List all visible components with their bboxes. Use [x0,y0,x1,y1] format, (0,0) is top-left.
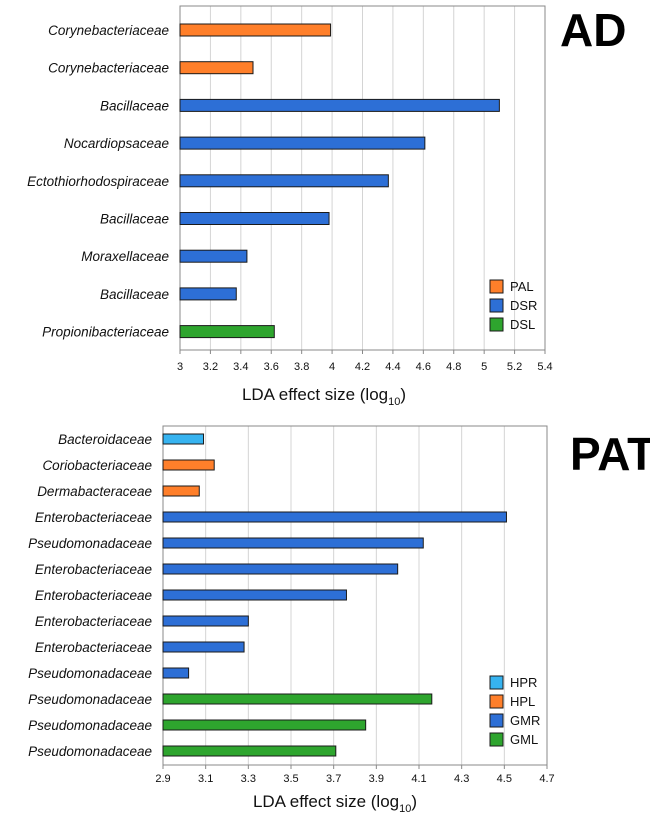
bar [162,563,399,575]
bar [179,249,248,263]
legend-label: HPL [510,694,535,709]
bar [179,325,275,339]
legend-swatch [489,732,504,747]
chart-panel-pat: 2.9 3.1 3.3 3.5 3.7 3.9 4.1 4.3 4.5 4.7 Bacteroida… [28,425,650,815]
legend-label: PAL [510,279,534,294]
category-label: Enterobacteriaceae [35,614,152,629]
category-label: Nocardiopsaceae [64,136,169,151]
category-label: Bacillaceae [100,287,169,302]
category-label: Bacteroidaceae [58,432,152,447]
x-tick-label: 4.4 [385,361,400,373]
x-axis-title: LDA effect size (log10) [242,385,406,408]
x-tick-label: 4.7 [539,773,554,785]
x-tick-label: 4.2 [355,361,370,373]
legend-label: DSL [510,317,535,332]
bar [179,61,254,75]
legend-swatch [489,279,504,294]
x-tick-label: 3.5 [283,773,298,785]
bar [162,485,200,497]
x-axis-title-text: LDA effect size (log [253,792,399,811]
x-tick-label: 5.4 [537,361,552,373]
x-tick-label: 3.3 [241,773,256,785]
bar [162,511,507,523]
bar [162,719,367,731]
legend-label: HPR [510,675,537,690]
category-label: Pseudomonadaceae [28,536,152,551]
x-axis-title-text: LDA effect size (log [242,385,388,404]
x-tick-label: 3.2 [203,361,218,373]
legend-swatch [489,713,504,728]
category-label: Enterobacteriaceae [35,510,152,525]
x-axis-title-subscript: 10 [388,396,400,408]
x-tick-label: 4.3 [454,773,469,785]
bar [162,667,190,679]
x-tick-label: 4.1 [411,773,426,785]
x-axis-title: LDA effect size (log10) [253,792,417,815]
bar [179,136,426,150]
legend-label: DSR [510,298,537,313]
x-axis-title-close: ) [400,385,406,404]
category-label: Coriobacteriaceae [42,458,152,473]
x-tick-label: 3.8 [294,361,309,373]
bar [162,745,337,757]
legend-swatch [489,675,504,690]
category-label: Pseudomonadaceae [28,666,152,681]
legend-swatch [489,694,504,709]
category-label: Ectothiorhodospiraceae [27,174,169,189]
category-label: Propionibacteriaceae [42,325,169,340]
bar [162,433,205,445]
bar [162,693,433,705]
x-tick-label: 2.9 [155,773,170,785]
category-label: Enterobacteriaceae [35,562,152,577]
x-axis-title-subscript: 10 [399,803,411,815]
category-label: Pseudomonadaceae [28,692,152,707]
category-label: Pseudomonadaceae [28,744,152,759]
legend-swatch [489,298,504,313]
legend-swatch [489,317,504,332]
chart-panel-ad: 3 3.2 3.4 3.6 3.8 4 4.2 4.4 4.6 4.8 5 5.2 5.4 Coryneb… [27,4,626,408]
category-label: Moraxellaceae [81,249,169,264]
category-label: Corynebacteriaceae [48,61,169,76]
x-axis-title-close: ) [411,792,417,811]
x-tick-label: 4 [329,361,335,373]
bar [179,23,332,37]
bar [179,98,500,112]
x-tick-label: 3.9 [369,773,384,785]
x-tick-label: 4.8 [446,361,461,373]
category-label: Enterobacteriaceae [35,588,152,603]
x-tick-label: 3 [177,361,183,373]
category-label: Bacillaceae [100,98,169,113]
bar [179,287,237,301]
panel-label: PAT [570,428,650,480]
bar [162,589,347,601]
bar [162,641,245,653]
x-tick-label: 3.4 [233,361,248,373]
x-tick-label: 3.1 [198,773,213,785]
category-label: Enterobacteriaceae [35,640,152,655]
x-tick-label: 5.2 [507,361,522,373]
bar [162,537,424,549]
category-label: Pseudomonadaceae [28,718,152,733]
category-label: Dermabacteraceae [37,484,152,499]
bar [162,615,249,627]
bar [179,212,330,225]
x-tick-label: 4.6 [416,361,431,373]
category-label: Bacillaceae [100,212,169,227]
bar [179,174,389,188]
bar [162,459,215,471]
legend-label: GML [510,732,538,747]
legend-label: GMR [510,713,540,728]
x-tick-label: 5 [481,361,487,373]
x-tick-label: 3.7 [326,773,341,785]
panel-label: AD [560,4,626,56]
x-tick-label: 4.5 [497,773,512,785]
x-tick-label: 3.6 [264,361,279,373]
category-label: Corynebacteriaceae [48,23,169,38]
